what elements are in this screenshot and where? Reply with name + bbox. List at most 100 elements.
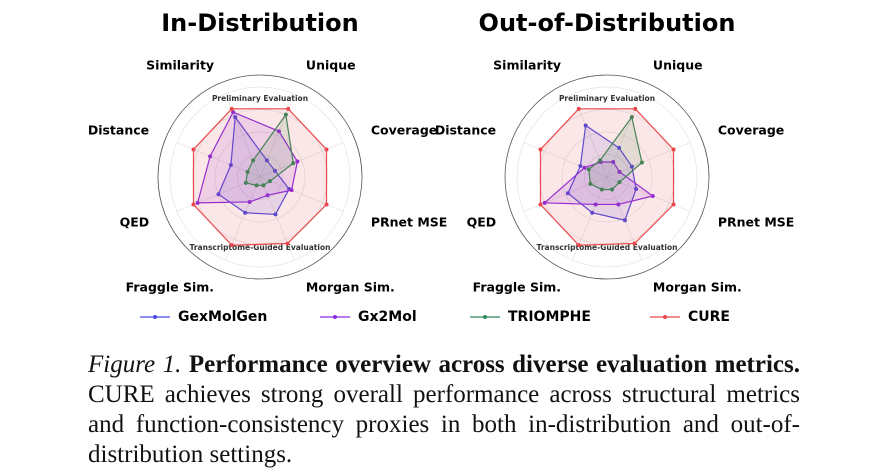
grid-ring <box>237 154 283 200</box>
data-point <box>617 180 622 185</box>
data-point <box>272 168 277 173</box>
grid-ring <box>561 131 653 223</box>
grid-ring <box>214 131 306 223</box>
data-point <box>617 169 622 174</box>
data-point <box>538 147 543 152</box>
data-point <box>578 163 583 168</box>
data-point <box>245 169 250 174</box>
data-point <box>243 210 248 215</box>
axis-label: Fraggle Sim. <box>473 279 561 294</box>
axis-label: Unique <box>306 58 356 73</box>
data-point <box>229 243 234 248</box>
grid-ring <box>169 86 351 268</box>
axis-label: Distance <box>88 123 149 138</box>
data-point <box>590 210 595 215</box>
legend-marker <box>333 315 337 319</box>
data-point <box>542 200 547 205</box>
data-point <box>583 123 588 128</box>
data-point <box>629 164 634 169</box>
data-point <box>324 202 329 207</box>
axis-label: Morgan Sim. <box>653 279 742 294</box>
legend-label: CURE <box>688 309 730 325</box>
data-point <box>191 147 196 152</box>
axis-label: QED <box>120 214 150 229</box>
axis-label: Similarity <box>493 58 561 73</box>
data-point <box>229 106 234 111</box>
group-label: Preliminary Evaluation <box>212 94 308 103</box>
data-point <box>599 187 604 192</box>
data-point <box>285 241 290 246</box>
spoke <box>523 176 608 212</box>
legend-marker <box>153 315 157 319</box>
data-point <box>291 161 296 166</box>
data-point <box>611 160 616 165</box>
spoke <box>259 176 344 212</box>
data-point <box>634 187 639 192</box>
spoke <box>259 176 295 261</box>
data-point <box>251 158 256 163</box>
page: {"chart_data": [ {"type": "radar", "titl… <box>87 9 800 468</box>
data-point <box>610 187 615 192</box>
data-point <box>576 106 581 111</box>
caption-text: CURE achieves strong overall performance… <box>88 381 800 468</box>
axis-label: PRnet MSE <box>371 214 447 229</box>
data-point <box>582 165 587 170</box>
data-point <box>538 202 543 207</box>
caption-heading: Performance overview across diverse eval… <box>188 351 800 378</box>
data-point <box>283 112 288 117</box>
group-label: Transcriptome-Guided Evaluation <box>190 243 331 252</box>
caption-label: Figure 1. <box>88 351 182 378</box>
figure: In-Distribution Similarity Unique Coverage P… <box>88 9 795 325</box>
data-point <box>231 110 236 115</box>
spoke <box>523 142 608 178</box>
data-point <box>264 158 269 163</box>
chart-title: Out-of-Distribution <box>479 9 736 37</box>
data-point <box>598 158 603 163</box>
chart-title: In-Distribution <box>161 9 358 37</box>
axis-label: Morgan Sim. <box>306 279 395 294</box>
data-point <box>633 106 638 111</box>
data-point <box>191 202 196 207</box>
data-point <box>588 181 593 186</box>
data-point <box>228 162 233 167</box>
data-point <box>616 202 621 207</box>
legend-label: Gx2Mol <box>358 309 417 325</box>
axis-label: QED <box>467 214 497 229</box>
data-point <box>247 199 252 204</box>
data-point <box>576 243 581 248</box>
data-point <box>622 218 627 223</box>
legend-marker <box>483 315 487 319</box>
data-point <box>650 193 655 198</box>
data-point <box>216 192 221 197</box>
data-point <box>195 200 200 205</box>
data-point <box>565 191 570 196</box>
data-point <box>233 115 238 120</box>
data-point <box>324 147 329 152</box>
axis-label: Unique <box>653 58 703 73</box>
data-point <box>286 106 291 111</box>
data-point <box>254 183 259 188</box>
legend-label: GexMolGen <box>178 309 267 325</box>
legend-label: TRIOMPHE <box>508 309 591 325</box>
caption: Figure 1. Performance overview across di… <box>88 350 800 470</box>
data-point <box>276 129 281 134</box>
data-point <box>261 183 266 188</box>
axis-label: Coverage <box>718 123 784 138</box>
group-label: Transcriptome-Guided Evaluation <box>537 243 678 252</box>
data-point <box>593 202 598 207</box>
data-point <box>671 147 676 152</box>
legend-marker <box>663 315 667 319</box>
data-point <box>629 115 634 120</box>
axis-label: Coverage <box>371 123 437 138</box>
data-point <box>243 180 248 185</box>
axis-label: Distance <box>435 123 496 138</box>
data-point <box>639 160 644 165</box>
data-point <box>295 159 300 164</box>
outer-ring <box>157 74 363 280</box>
series-area <box>539 108 675 246</box>
axis-label: PRnet MSE <box>718 214 794 229</box>
data-point <box>617 145 622 150</box>
data-point <box>265 193 270 198</box>
data-point <box>632 241 637 246</box>
grid-ring <box>584 154 630 200</box>
